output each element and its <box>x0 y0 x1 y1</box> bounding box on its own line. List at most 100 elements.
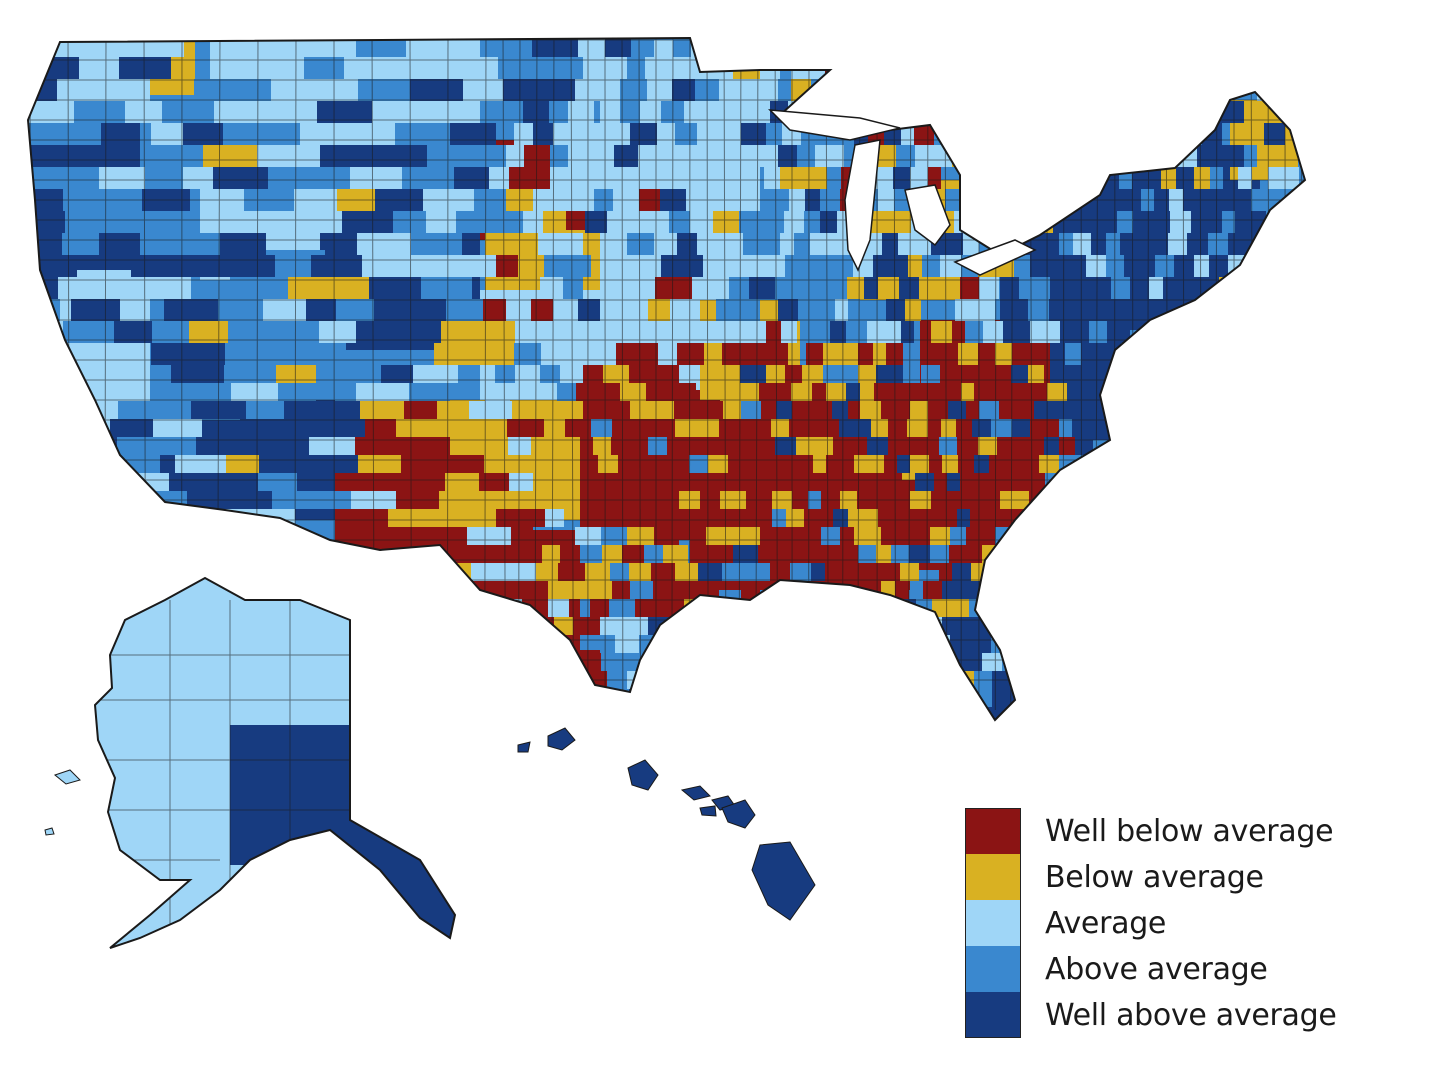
county-cell <box>937 671 956 689</box>
county-cell <box>787 455 800 473</box>
county-cell <box>1282 299 1301 321</box>
county-cell <box>402 167 454 189</box>
county-cell <box>1061 509 1082 527</box>
county-cell <box>794 233 810 255</box>
county-cell <box>1019 277 1032 299</box>
county-cell <box>631 38 654 57</box>
county-cell <box>1086 255 1106 277</box>
county-cell <box>888 255 908 277</box>
county-cell <box>895 527 915 545</box>
county-cell <box>578 38 605 57</box>
county-cell <box>1278 473 1299 491</box>
county-cell <box>979 189 993 211</box>
county-cell <box>1019 653 1037 671</box>
county-cell <box>211 57 255 79</box>
county-cell <box>1257 563 1276 581</box>
county-cell <box>1140 617 1155 635</box>
county-cell <box>514 343 541 365</box>
county-cell <box>871 473 886 491</box>
county-cell <box>1254 689 1271 707</box>
county-cell <box>1119 167 1132 189</box>
county-cell <box>692 277 710 299</box>
county-cell <box>846 383 860 401</box>
county-cell <box>673 38 691 57</box>
county-cell <box>649 653 672 671</box>
county-cell <box>1044 437 1059 455</box>
county-cell <box>992 689 1011 707</box>
county-cell <box>566 255 591 277</box>
county-cell <box>1303 689 1305 707</box>
county-cell <box>1004 599 1018 617</box>
county-cell <box>677 343 704 365</box>
county-cell <box>780 167 795 189</box>
county-cell <box>990 563 1008 581</box>
county-cell <box>1051 38 1064 57</box>
county-cell <box>344 473 392 491</box>
county-cell <box>1223 599 1237 617</box>
county-cell <box>1168 563 1189 581</box>
county-cell <box>592 145 614 167</box>
county-cell <box>1197 145 1213 167</box>
county-cell <box>664 145 686 167</box>
county-cell <box>275 255 311 277</box>
county-cell <box>362 255 411 277</box>
county-cell <box>965 653 982 671</box>
county-cell <box>192 343 225 365</box>
county-cell <box>1112 689 1125 707</box>
county-cell <box>57 581 108 599</box>
county-cell <box>614 145 638 167</box>
county-cell <box>784 211 804 233</box>
county-cell <box>675 123 697 145</box>
county-cell <box>835 299 848 321</box>
county-cell <box>775 277 794 299</box>
county-cell <box>786 509 804 527</box>
county-cell <box>1086 581 1106 599</box>
county-cell <box>1270 581 1290 599</box>
county-cell <box>983 321 1003 343</box>
county-cell <box>1003 211 1020 233</box>
county-cell <box>578 299 600 321</box>
county-cell <box>865 635 886 653</box>
county-cell <box>564 233 583 255</box>
county-cell <box>816 473 833 491</box>
county-cell <box>1162 545 1179 563</box>
county-cell <box>1306 437 1325 455</box>
county-cell <box>920 635 934 653</box>
county-cell <box>1266 401 1286 419</box>
county-cell <box>866 689 886 707</box>
county-cell <box>1170 211 1191 233</box>
county-cell <box>635 599 662 617</box>
county-cell <box>441 321 491 343</box>
county-cell <box>303 167 350 189</box>
county-cell <box>716 299 742 321</box>
county-cell <box>672 79 695 101</box>
county-cell <box>1140 343 1156 365</box>
county-cell <box>1030 321 1045 343</box>
county-cell <box>847 671 867 689</box>
county-cell <box>869 233 882 255</box>
county-cell <box>1202 509 1218 527</box>
county-cell <box>1079 79 1095 101</box>
county-cell <box>1087 563 1100 581</box>
county-cell <box>892 383 908 401</box>
county-cell <box>1219 653 1232 671</box>
county-cell <box>511 527 533 545</box>
county-cell <box>1159 365 1172 383</box>
county-cell <box>1091 233 1106 255</box>
county-cell <box>1153 321 1172 343</box>
county-cell <box>598 455 618 473</box>
county-cell <box>1268 167 1283 189</box>
county-cell <box>1213 145 1226 167</box>
county-cell <box>1197 455 1217 473</box>
county-cell <box>775 437 796 455</box>
county-cell <box>1253 509 1266 527</box>
county-cell <box>774 599 794 617</box>
county-cell <box>1121 473 1141 491</box>
county-cell <box>360 401 404 419</box>
county-cell <box>1124 255 1140 277</box>
county-cell <box>60 123 101 145</box>
county-cell <box>257 419 311 437</box>
county-cell <box>1014 79 1029 101</box>
county-cell <box>291 211 342 233</box>
county-cell <box>924 57 945 79</box>
